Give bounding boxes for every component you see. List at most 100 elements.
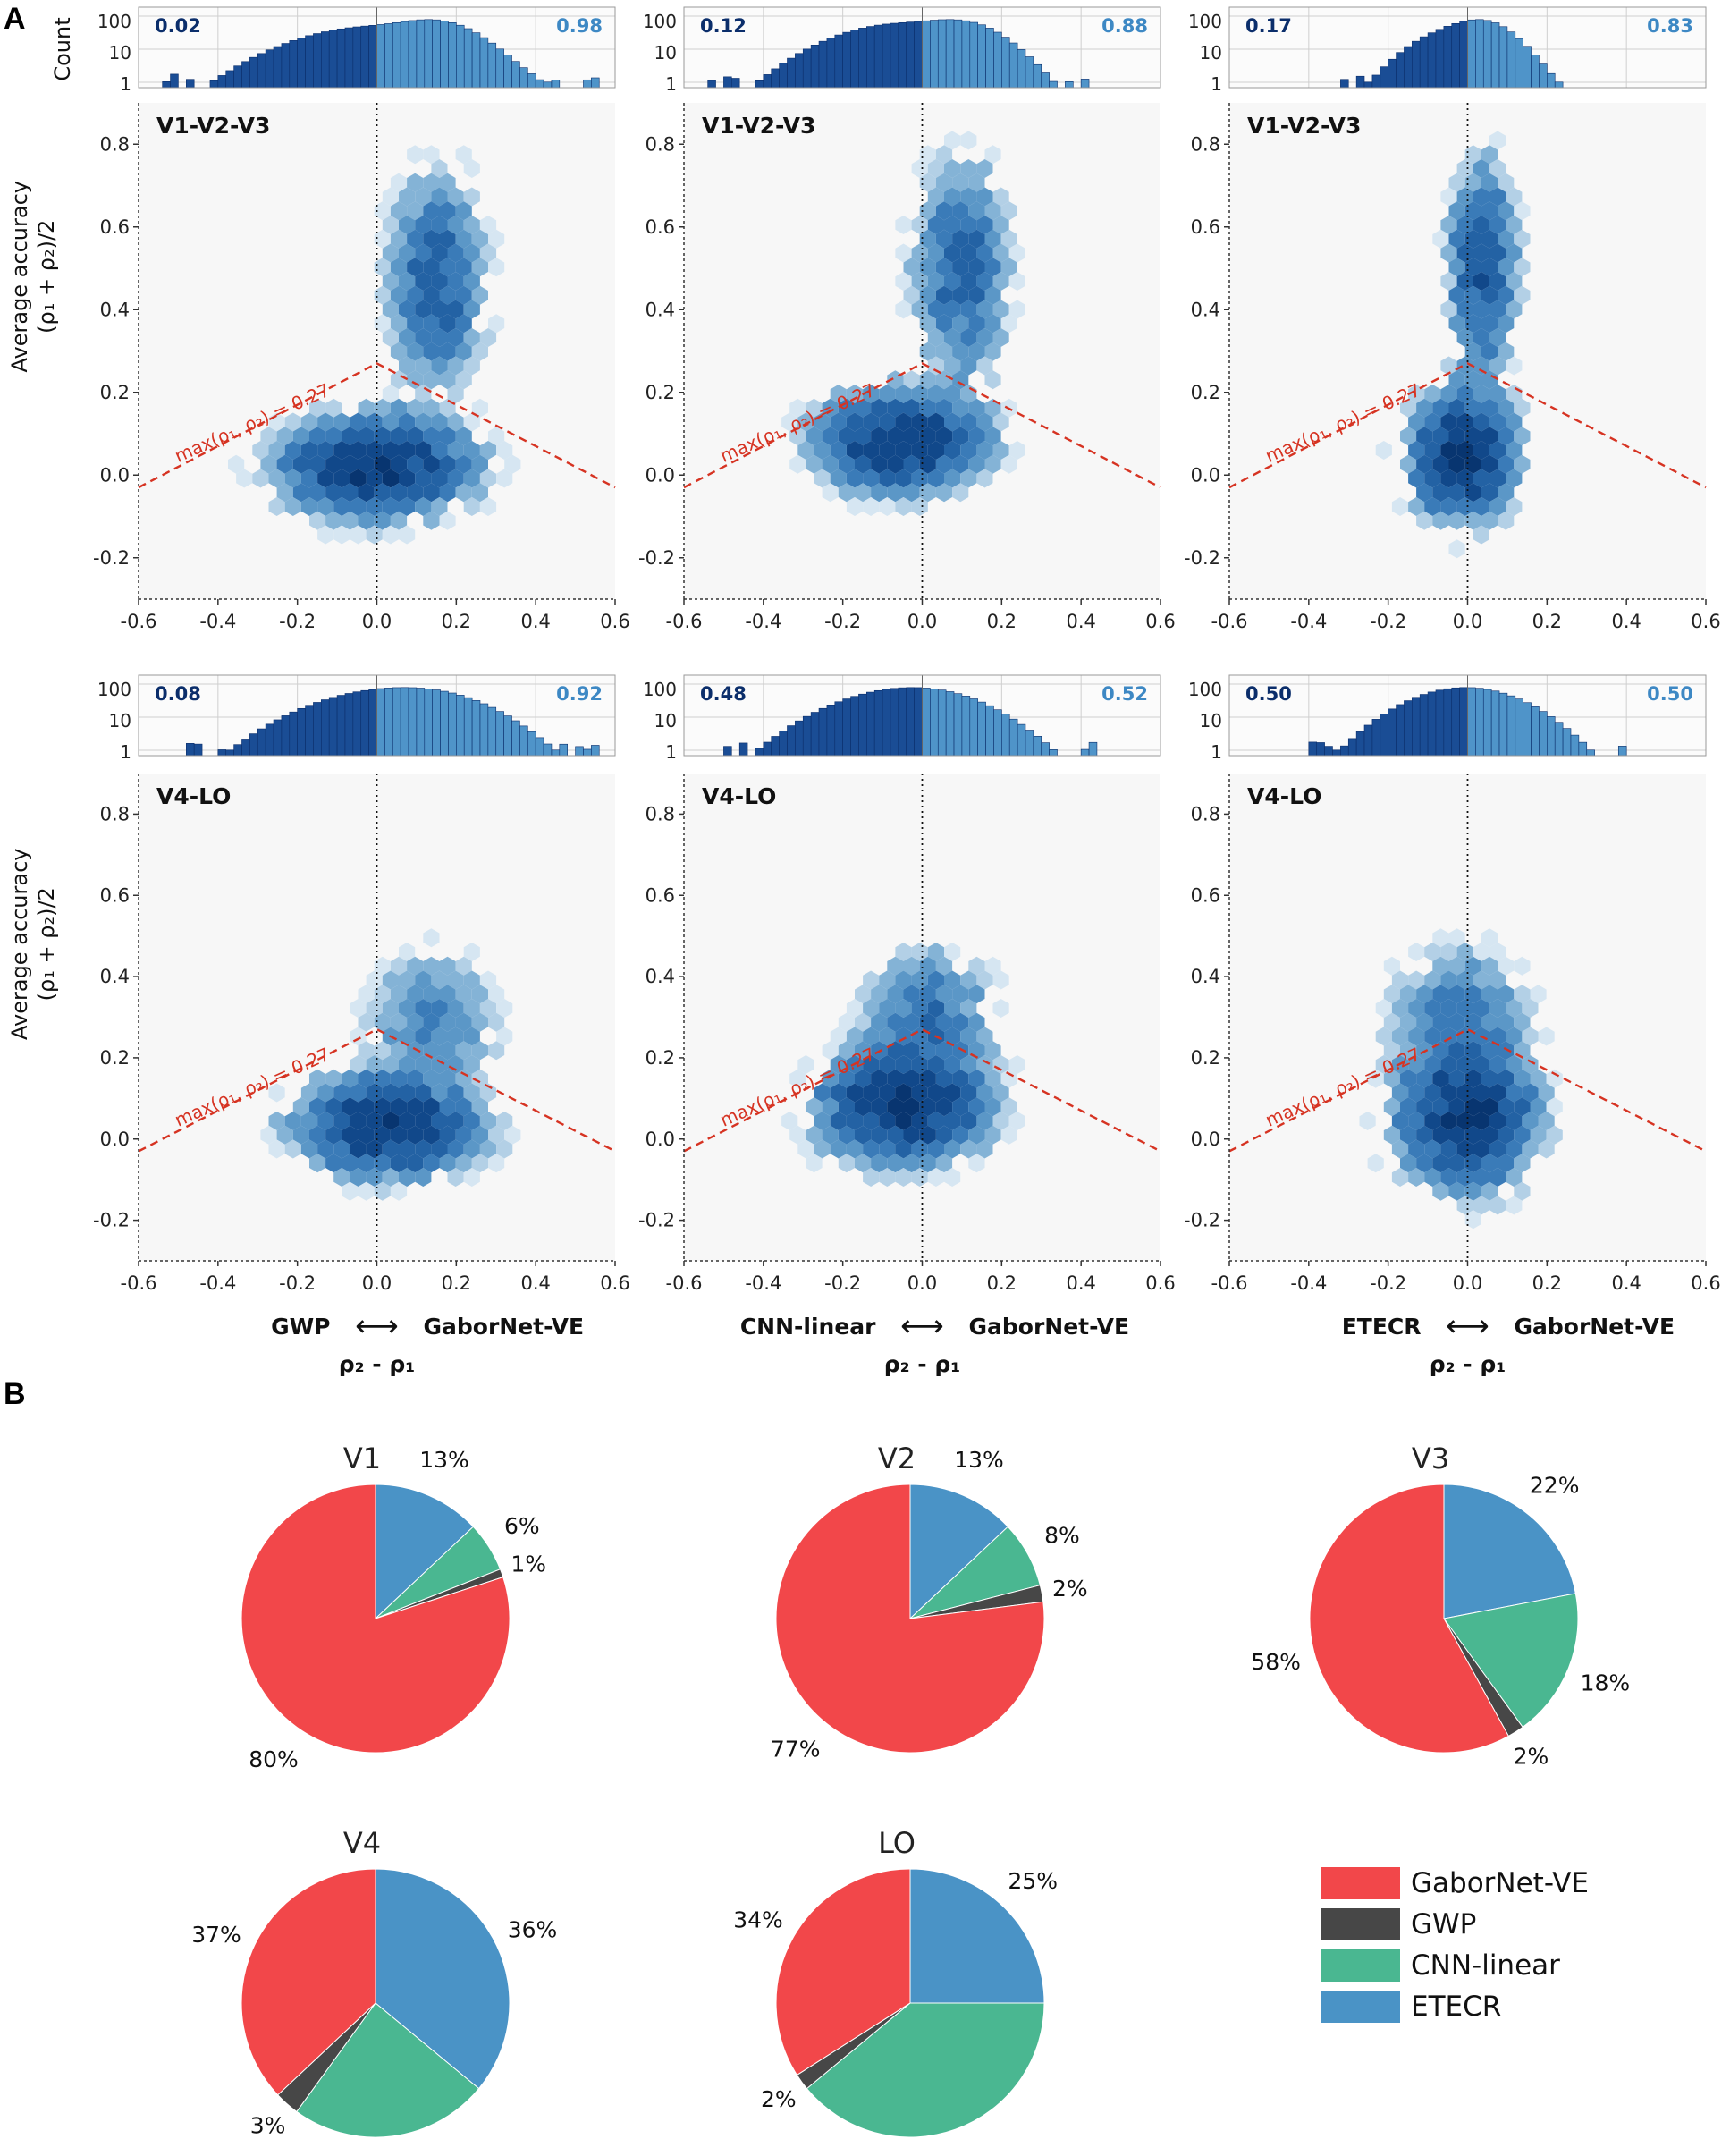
hexbin-cell: [1448, 1125, 1465, 1145]
hexbin-cell: [1440, 243, 1457, 263]
hexbin-cell: [1440, 943, 1457, 961]
hexbin-cell: [455, 483, 472, 503]
x-tick-label: -0.2: [279, 611, 316, 632]
hexbin-cell: [927, 187, 944, 207]
hexbin-cell: [935, 173, 953, 192]
hexbin-cell: [1514, 1069, 1531, 1088]
histogram-bar: [1547, 72, 1556, 89]
pie-title: V3: [1412, 1442, 1449, 1475]
hexbin-cell: [935, 1154, 953, 1173]
histogram-bar: [289, 40, 298, 89]
hexbin-cell: [919, 398, 936, 418]
hexbin-cell: [911, 216, 928, 234]
histogram-bar: [487, 42, 497, 89]
hexbin-cell: [968, 1125, 985, 1145]
hexbin-cell: [260, 427, 277, 446]
hexbin-cell: [284, 441, 301, 460]
hexbin-cell: [423, 145, 440, 165]
hexbin-cell: [366, 525, 383, 545]
histogram-bar: [1017, 723, 1026, 757]
y-tick-label: 0.8: [1191, 803, 1220, 824]
hexbin-cell: [1456, 328, 1473, 347]
histogram-bar: [328, 697, 338, 757]
hexbin-cell: [976, 187, 993, 207]
hexbin-cell: [455, 258, 472, 277]
hexbin-cell: [382, 970, 399, 990]
hexbin-cell: [1481, 511, 1498, 530]
hexbin-cell: [390, 1097, 408, 1117]
hexbin-cell: [1481, 985, 1498, 1004]
hexbin-cell: [342, 1125, 359, 1145]
pie-slice-label: 18%: [1581, 1670, 1631, 1695]
hexbin-cell: [927, 943, 944, 961]
pie-slice-label: 39%: [944, 2154, 994, 2156]
histogram-bar: [1451, 22, 1460, 89]
hexbin-cell: [415, 469, 432, 488]
hexbin-cell: [952, 1125, 969, 1145]
y-axis-title: Average accuracy: [7, 181, 32, 372]
x-tick-label: 0.4: [1066, 1272, 1095, 1294]
hexbin-cell: [944, 1168, 961, 1187]
hexbin-cell: [927, 441, 944, 460]
hexbin-cell: [455, 1069, 472, 1088]
hexbin-cell: [399, 356, 416, 376]
hexbin-cell: [407, 427, 424, 446]
hexbin-cell: [1464, 1097, 1481, 1117]
hexbin-cell: [1400, 427, 1417, 446]
hexbin-cell: [496, 1112, 513, 1130]
pie-slice-cnn-linear: [806, 2002, 1045, 2138]
histogram-bar: [1482, 20, 1492, 89]
hexbin-cell: [390, 956, 408, 976]
histogram-bar: [1443, 26, 1453, 89]
hexbin-cell: [479, 441, 497, 460]
histogram-bar: [1531, 55, 1540, 89]
hexbin-cell: [1530, 985, 1547, 1004]
hexbin-cell: [1506, 243, 1523, 263]
hexbin-cell: [1522, 1083, 1539, 1103]
x-tick-label: 0.2: [987, 1272, 1017, 1294]
hexbin-cell: [935, 1012, 953, 1032]
histogram-bar: [376, 24, 385, 89]
hexbin-cell: [496, 1139, 513, 1159]
hexbin-cell: [1448, 928, 1465, 948]
hexbin-cell: [325, 398, 342, 418]
hexbin-cell: [846, 1083, 864, 1103]
hexbin-cell: [1416, 1012, 1433, 1032]
hexbin-cell: [863, 1055, 880, 1074]
hexbin-cell: [919, 370, 936, 390]
hexbin-cell: [1367, 1154, 1384, 1173]
hexbin-cell: [838, 1069, 855, 1088]
hexbin-cell: [1456, 216, 1473, 234]
hexbin-cell: [447, 328, 464, 347]
histogram-bar: [922, 20, 931, 89]
histogram-bar: [961, 20, 971, 89]
fraction-left-label: 0.08: [155, 683, 201, 705]
hexbin-cell: [944, 272, 961, 291]
hexbin-cell: [1538, 1083, 1555, 1103]
hexbin-cell: [496, 999, 513, 1018]
hexbin-cell: [455, 1097, 472, 1117]
hexbin-cell: [1464, 1012, 1481, 1032]
hexbin-cell: [1514, 285, 1531, 305]
hexbin-cell: [1432, 1097, 1449, 1117]
histogram-bar: [1347, 738, 1357, 757]
histogram-bar: [344, 693, 354, 757]
pie-slice-label: 80%: [249, 1746, 299, 1772]
hexbin-cell: [1400, 985, 1417, 1004]
histogram-bar: [738, 742, 748, 757]
hexbin-cell: [952, 1012, 969, 1032]
hexbin-cell: [390, 1069, 408, 1088]
hexbin-cell: [1498, 342, 1515, 361]
hexbin-cell: [309, 1125, 326, 1145]
hexbin-cell: [447, 300, 464, 319]
histogram-bar: [511, 61, 520, 89]
hexbin-cells: [260, 928, 521, 1201]
hexbin-cell: [1375, 441, 1392, 460]
legend-label: CNN-linear: [1411, 1949, 1560, 1982]
hexbin-cell: [927, 1083, 944, 1103]
hexbin-cell: [390, 201, 408, 221]
y-tick-label: 0.8: [100, 133, 130, 155]
histogram-bar: [249, 733, 258, 757]
hexbin-cell: [358, 398, 375, 418]
